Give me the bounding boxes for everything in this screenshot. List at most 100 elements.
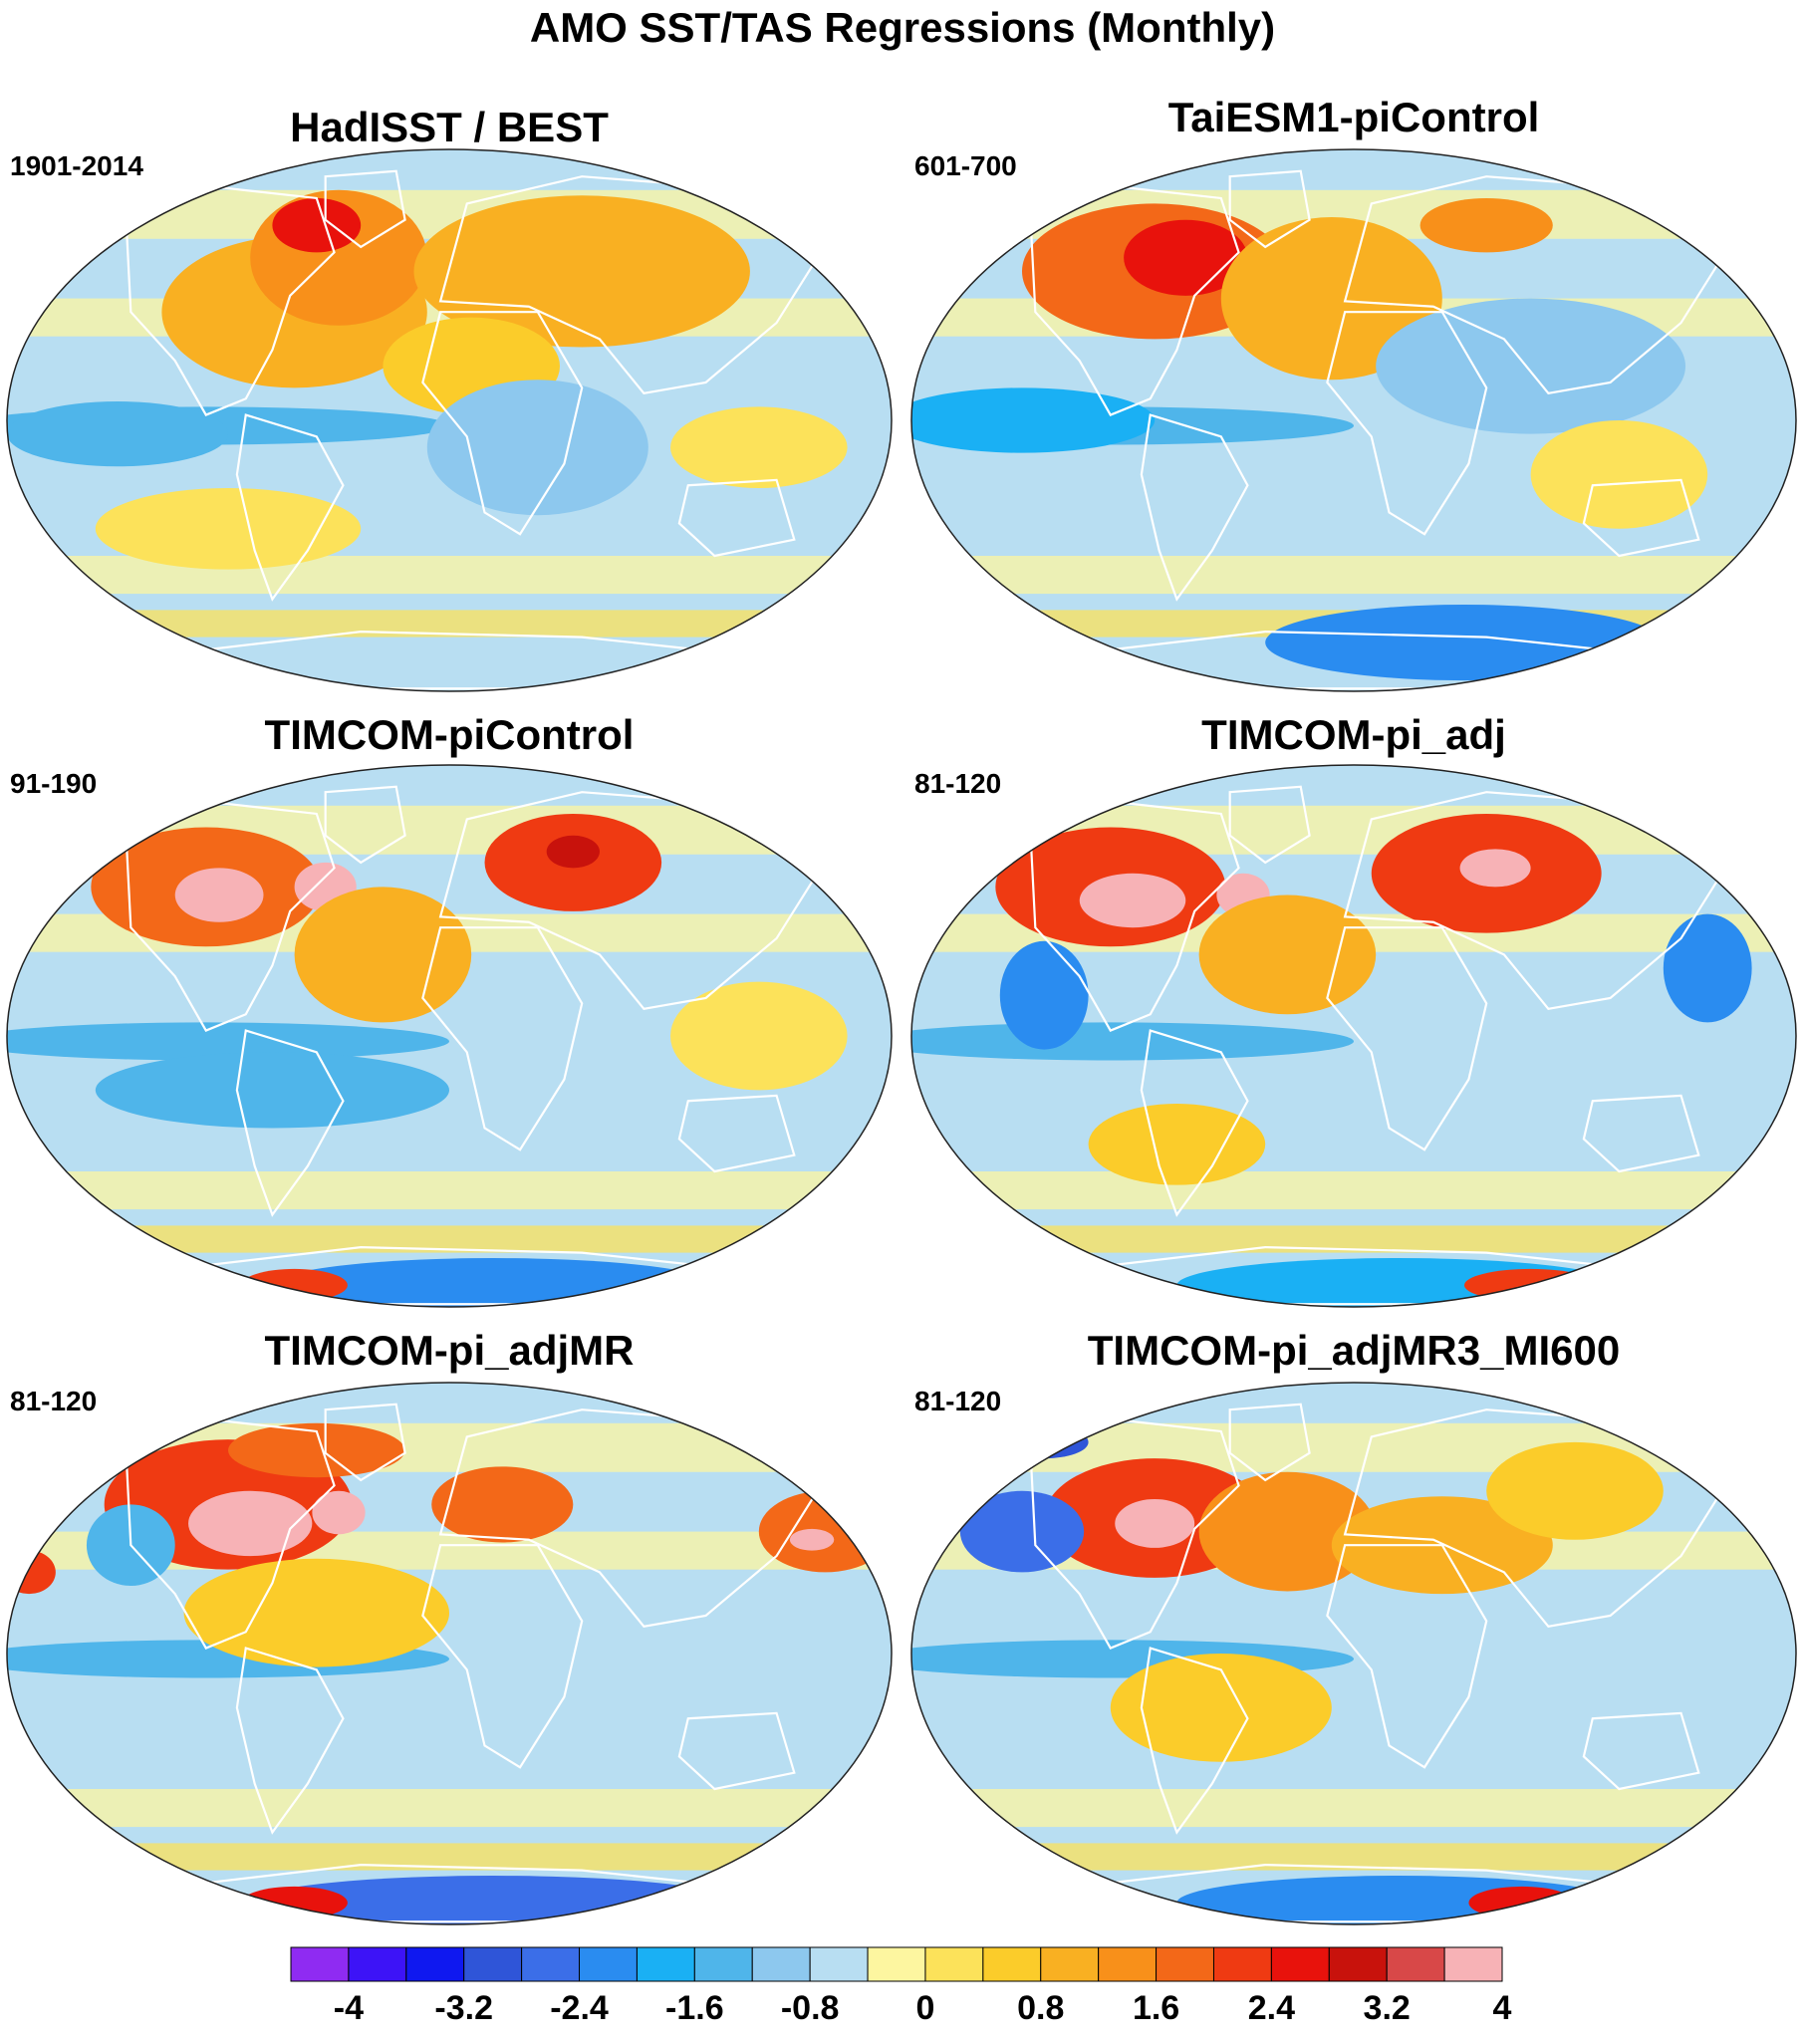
map-field — [911, 1383, 1796, 1924]
panel-period-label: 81-120 — [914, 768, 1001, 799]
panel-title: TaiESM1-piControl — [1168, 94, 1540, 140]
coastline-australia — [1584, 1713, 1698, 1789]
map-panel: TIMCOM-piControl 91-190 — [6, 711, 893, 1308]
map-panel: TaiESM1-piControl 601-700 — [910, 94, 1797, 692]
field-anomaly — [1464, 1268, 1598, 1302]
coastline-australia — [679, 1713, 794, 1789]
map-outline — [910, 764, 1797, 1308]
colorbar-swatch — [809, 1946, 869, 1982]
map-field — [911, 765, 1796, 1307]
field-anomaly — [1663, 913, 1752, 1023]
field-band — [911, 1171, 1796, 1210]
field-band — [7, 1789, 892, 1828]
field-anomaly — [7, 1022, 449, 1061]
panel-period-label: 81-120 — [914, 1386, 1001, 1416]
field-anomaly — [1468, 1886, 1575, 1919]
coastlines — [127, 787, 821, 1305]
coastline-greenland — [1230, 1405, 1310, 1480]
colorbar-swatch — [751, 1946, 811, 1982]
colorbar-swatch — [1212, 1946, 1272, 1982]
field-anomaly — [1110, 1654, 1332, 1762]
field-anomaly — [1486, 1441, 1664, 1540]
coastline-greenland — [326, 787, 405, 863]
coastline-australia — [1584, 480, 1698, 556]
coastlines — [1031, 787, 1725, 1305]
coastlines — [1031, 171, 1725, 689]
panel-title: HadISST / BEST — [290, 104, 609, 150]
coastline-namerica — [1031, 1420, 1239, 1648]
coastline-africa — [1327, 1545, 1486, 1767]
field-anomaly — [789, 1528, 835, 1551]
colorbar: -4 -3.2 -2.4 -1.6 -0.8 0 0.8 1.6 2.4 3.2 4 — [290, 1946, 1512, 2027]
map-panel: TIMCOM-pi_adjMR 81-120 — [6, 1327, 893, 1925]
coastline-africa — [1327, 927, 1486, 1150]
coastline-eurasia — [1345, 176, 1725, 393]
field-anomaly — [174, 868, 264, 922]
panel-title: TIMCOM-pi_adjMR — [265, 1327, 635, 1374]
map-outline — [6, 148, 893, 692]
colorbar-tick-label: 3.2 — [1364, 1989, 1411, 2027]
field-anomaly — [999, 1425, 1089, 1459]
field-anomaly — [7, 400, 228, 467]
map-field — [7, 1383, 892, 1924]
colorbar-swatch — [1443, 1946, 1503, 1982]
colorbar-swatch — [867, 1946, 926, 1982]
coastline-greenland — [326, 1405, 405, 1480]
field-anomaly — [1419, 197, 1553, 253]
panel-period-label: 81-120 — [10, 1386, 97, 1416]
map-field — [911, 149, 1796, 691]
coastline-greenland — [326, 171, 405, 247]
field-anomaly — [188, 1490, 313, 1557]
map-field — [7, 765, 892, 1307]
map-outline — [6, 764, 893, 1308]
colorbar-swatch — [982, 1946, 1042, 1982]
coastline-africa — [1327, 312, 1486, 534]
colorbar-tick-label: -1.6 — [665, 1989, 724, 2027]
field-anomaly — [1124, 219, 1248, 296]
coastline-africa — [422, 927, 582, 1150]
colorbar-swatch — [1328, 1946, 1388, 1982]
coastline-samerica — [1142, 1649, 1248, 1833]
map-panel: TIMCOM-pi_adjMR3_MI600 81-120 — [910, 1327, 1797, 1925]
map-outline — [6, 1382, 893, 1925]
field-anomaly — [1198, 1471, 1377, 1592]
field-anomaly — [911, 1022, 1355, 1061]
field-anomaly — [413, 195, 750, 348]
field-anomaly — [546, 835, 600, 869]
field-anomaly — [670, 981, 848, 1091]
coastline-samerica — [237, 1031, 344, 1215]
panel-period-label: 91-190 — [10, 768, 97, 799]
field-anomaly — [911, 387, 1156, 453]
field-anomaly — [95, 488, 362, 570]
colorbar-swatch — [1098, 1946, 1158, 1982]
colorbar-tick-label: 1.6 — [1133, 1989, 1179, 2027]
colorbar-swatch — [1040, 1946, 1100, 1982]
field-anomaly — [1530, 420, 1708, 529]
coastline-eurasia — [440, 176, 821, 393]
colorbar-swatch — [693, 1946, 753, 1982]
field-anomaly — [1088, 1104, 1266, 1185]
field-anomaly — [7, 1550, 56, 1595]
map-outline — [910, 148, 1797, 692]
field-anomaly — [959, 1490, 1085, 1573]
field-anomaly — [1198, 894, 1377, 1015]
field-anomaly — [312, 1490, 366, 1535]
panels: HadISST / BEST 1901-2014 TaiESM1-piControl… — [6, 94, 1797, 1925]
figure-title: AMO SST/TAS Regressions (Monthly) — [530, 4, 1275, 51]
field-band — [911, 556, 1796, 595]
panel-title: TIMCOM-pi_adj — [1201, 711, 1506, 758]
field-anomaly — [1265, 604, 1664, 681]
colorbar-tick-label: 2.4 — [1248, 1989, 1295, 2027]
coastline-eurasia — [1345, 1409, 1725, 1627]
coastline-namerica — [127, 1420, 335, 1648]
coastline-greenland — [1230, 171, 1310, 247]
coastline-samerica — [237, 415, 344, 600]
field-anomaly — [1220, 217, 1442, 381]
coastline-namerica — [127, 187, 335, 414]
coastline-eurasia — [440, 1409, 821, 1627]
colorbar-swatch — [1386, 1946, 1445, 1982]
field-anomaly — [670, 406, 848, 489]
colorbar-tick-label: -3.2 — [434, 1989, 493, 2027]
coastlines — [127, 171, 821, 689]
